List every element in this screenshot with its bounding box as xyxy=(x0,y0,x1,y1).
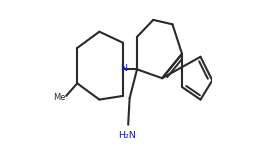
Text: Me: Me xyxy=(53,93,65,102)
Text: H₂N: H₂N xyxy=(119,131,136,140)
Text: N: N xyxy=(120,64,127,73)
